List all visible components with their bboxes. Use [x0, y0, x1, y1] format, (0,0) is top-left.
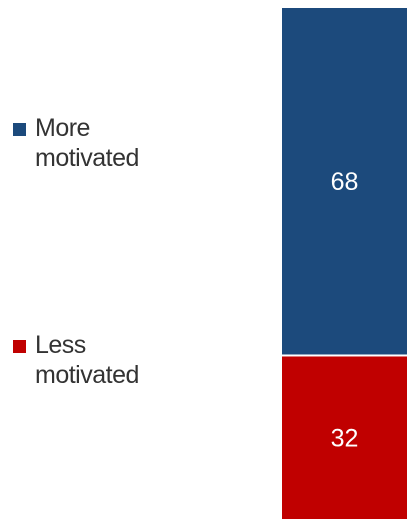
legend-item-more-motivated: More motivated: [13, 113, 175, 173]
legend-item-less-motivated: Less motivated: [13, 330, 175, 390]
legend-label-less-motivated: Less motivated: [35, 331, 139, 389]
legend-label-more-motivated: More motivated: [35, 114, 139, 172]
data-label-more-motivated: 68: [331, 168, 359, 196]
legend-swatch-less-motivated: [13, 340, 26, 353]
bar-segment-more-motivated: [282, 8, 407, 355]
data-label-less-motivated: 32: [331, 425, 359, 453]
legend-swatch-more-motivated: [13, 123, 26, 136]
bar-segment-less-motivated: [282, 356, 407, 519]
